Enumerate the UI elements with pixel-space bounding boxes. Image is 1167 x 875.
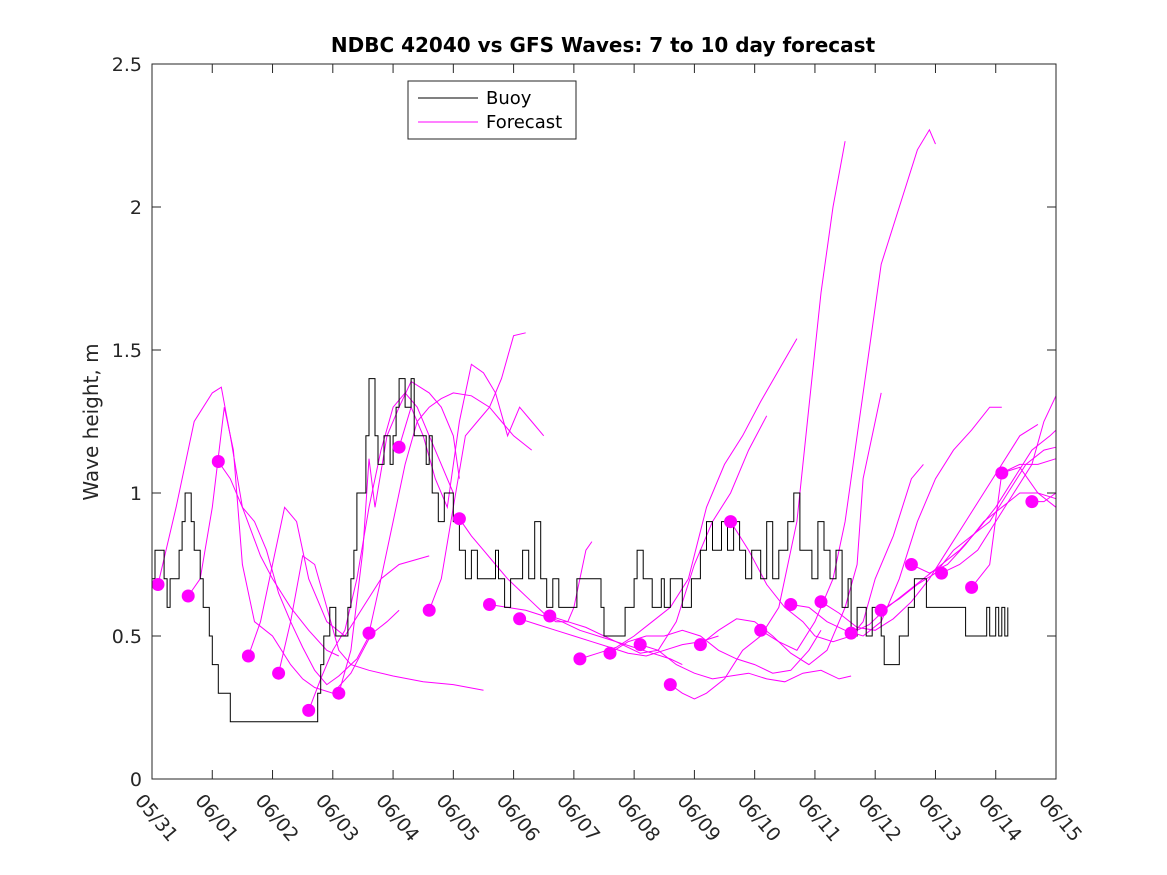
- forecast-marker-26: [904, 558, 918, 571]
- y-tick-label: 2: [130, 197, 142, 219]
- forecast-marker-30: [1025, 495, 1039, 509]
- y-tick-label: 0.5: [112, 626, 142, 648]
- forecast-marker-23: [814, 595, 828, 609]
- forecast-marker-4: [241, 649, 255, 663]
- forecast-marker-7: [332, 686, 346, 700]
- forecast-line-8: [368, 392, 533, 634]
- forecast-line-29: [1001, 458, 1057, 474]
- forecast-line-25: [880, 446, 1057, 611]
- y-tick-label: 1: [130, 483, 142, 505]
- forecast-line-27: [941, 395, 1057, 574]
- legend: Buoy Forecast: [407, 80, 577, 140]
- forecast-line-13: [519, 618, 719, 657]
- forecast-line-22: [790, 406, 1002, 637]
- forecast-line-21: [760, 128, 936, 651]
- forecast-marker-11: [452, 512, 466, 526]
- forecast-marker-14: [543, 609, 557, 623]
- forecast-marker-3: [211, 455, 225, 468]
- forecast-marker-12: [483, 598, 496, 611]
- forecast-line-20: [730, 464, 924, 643]
- forecast-marker-16: [603, 646, 617, 660]
- forecast-marker-27: [935, 566, 948, 580]
- forecast-marker-28: [965, 580, 979, 594]
- forecast-marker-1: [151, 578, 165, 591]
- forecast-line-7: [338, 380, 460, 694]
- forecast-marker-9: [392, 440, 406, 454]
- forecast-marker-18: [663, 678, 677, 692]
- forecast-marker-17: [633, 638, 647, 652]
- forecast-marker-25: [874, 603, 888, 617]
- plot-area: [151, 128, 1057, 723]
- y-axis-label: Wave height, m: [79, 343, 103, 500]
- forecast-line-5: [278, 555, 484, 691]
- buoy-line: [152, 378, 1009, 723]
- forecast-line-17: [640, 644, 852, 683]
- forecast-line-16: [609, 629, 822, 674]
- forecast-marker-21: [754, 623, 768, 637]
- forecast-marker-2: [181, 589, 195, 603]
- forecast-marker-6: [302, 703, 316, 717]
- forecast-line-26: [911, 492, 1057, 574]
- forecast-line-3: [217, 461, 400, 686]
- forecast-marker-15: [573, 652, 587, 666]
- legend-box: [407, 80, 577, 140]
- chart-title: NDBC 42040 vs GFS Waves: 7 to 10 day for…: [331, 33, 876, 57]
- forecast-marker-8: [362, 626, 376, 640]
- forecast-marker-5: [272, 666, 286, 680]
- forecast-marker-19: [693, 638, 707, 652]
- forecast-line-2: [187, 407, 370, 694]
- forecast-marker-20: [724, 515, 738, 529]
- legend-label-buoy: Buoy: [486, 88, 532, 109]
- forecast-marker-13: [513, 612, 527, 626]
- forecast-line-28: [971, 466, 1057, 588]
- forecast-line-19: [700, 392, 882, 666]
- forecast-line-24: [850, 429, 1057, 634]
- y-tick-label: 2.5: [112, 54, 142, 76]
- y-tick-label: 0: [130, 769, 142, 791]
- axes-frame: [151, 63, 1057, 780]
- forecast-line-15: [579, 338, 798, 660]
- forecast-marker-24: [844, 626, 858, 640]
- forecast-marker-29: [995, 466, 1009, 480]
- forecast-line-12: [489, 604, 683, 666]
- forecast-marker-10: [422, 603, 436, 617]
- forecast-line-4: [247, 506, 430, 657]
- y-tick-label: 1.5: [112, 340, 142, 362]
- legend-label-forecast: Forecast: [486, 112, 562, 133]
- forecast-marker-22: [784, 598, 798, 611]
- forecast-line-10: [428, 332, 526, 611]
